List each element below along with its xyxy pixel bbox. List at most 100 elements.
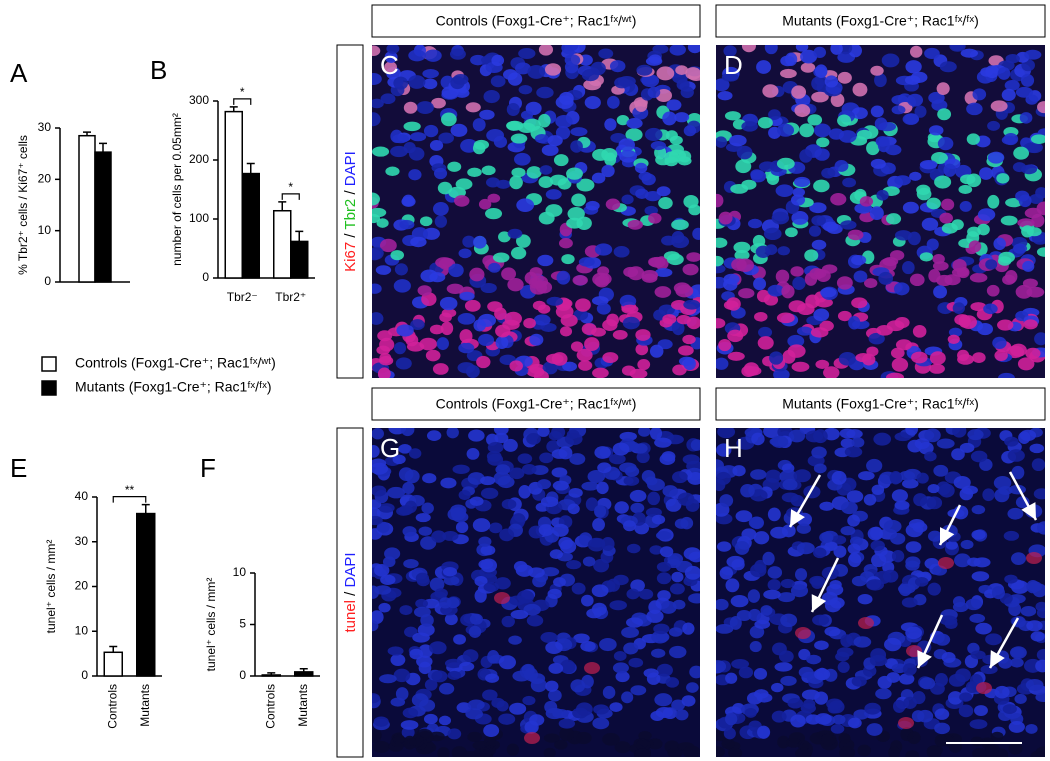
nucleus [831, 470, 847, 485]
nucleus [757, 725, 771, 739]
error-bar [99, 142, 107, 153]
nucleus [538, 113, 551, 128]
nucleus [814, 691, 829, 705]
nucleus [741, 121, 758, 132]
nucleus [787, 334, 805, 348]
nucleus [480, 545, 496, 556]
nucleus [473, 319, 486, 332]
nucleus [609, 600, 627, 611]
tunel-spot [858, 617, 874, 629]
nucleus [785, 227, 798, 238]
nucleus [716, 237, 728, 248]
nucleus [836, 276, 853, 290]
nucleus [664, 740, 680, 754]
nucleus [612, 662, 629, 674]
nucleus [723, 727, 736, 740]
nucleus [551, 467, 568, 478]
nucleus [815, 359, 830, 369]
nucleus [1020, 605, 1037, 617]
nucleus [426, 430, 442, 441]
nucleus [638, 730, 652, 741]
nucleus [518, 84, 533, 95]
nucleus [657, 590, 671, 601]
nucleus [671, 321, 685, 336]
nucleus [480, 476, 496, 486]
nucleus [813, 123, 831, 138]
nucleus [951, 219, 964, 231]
nucleus [777, 735, 790, 749]
significance-label: * [288, 180, 293, 194]
nucleus [614, 501, 629, 514]
nucleus [793, 469, 811, 483]
nucleus [613, 650, 627, 661]
nucleus [612, 329, 628, 340]
nucleus [636, 738, 651, 752]
nucleus [902, 261, 915, 275]
nucleus [952, 302, 965, 314]
nucleus [885, 213, 902, 225]
nucleus [853, 709, 870, 720]
nucleus [764, 45, 778, 55]
nucleus [824, 599, 842, 613]
nucleus [681, 695, 696, 707]
nucleus [1004, 574, 1018, 584]
legend-swatch [41, 356, 57, 372]
nucleus [805, 714, 821, 725]
nucleus [478, 198, 492, 210]
nucleus [650, 648, 666, 658]
nucleus [968, 240, 982, 253]
nucleus [1019, 112, 1033, 124]
nucleus [633, 443, 648, 454]
nucleus [725, 578, 740, 593]
nucleus [520, 110, 533, 120]
nucleus [372, 445, 380, 458]
nucleus [378, 602, 391, 613]
nucleus [523, 318, 536, 329]
nucleus [851, 437, 865, 448]
stain-part: / [342, 186, 359, 199]
nucleus [455, 178, 473, 190]
nucleus [523, 667, 538, 682]
nucleus [393, 279, 411, 293]
nucleus [974, 705, 988, 716]
nucleus [431, 97, 446, 109]
arrow-head [790, 509, 805, 527]
nucleus [878, 271, 894, 285]
nucleus [837, 310, 852, 322]
nucleus [665, 677, 680, 688]
nucleus [526, 614, 544, 627]
bar [241, 172, 260, 279]
nucleus [840, 220, 857, 230]
nucleus [747, 218, 763, 229]
nucleus [385, 166, 400, 177]
nucleus [638, 588, 654, 600]
nucleus [907, 93, 924, 107]
nucleus [372, 462, 389, 475]
nucleus [1026, 579, 1040, 594]
nucleus [558, 718, 576, 729]
nucleus [927, 484, 940, 494]
nucleus [740, 484, 755, 498]
nucleus [630, 685, 647, 696]
nucleus [602, 685, 616, 699]
nucleus [576, 348, 593, 362]
nucleus [448, 263, 464, 278]
nucleus [682, 622, 695, 635]
nucleus [656, 663, 673, 677]
nucleus [841, 501, 858, 515]
nucleus [566, 560, 582, 570]
nucleus [447, 670, 462, 681]
header-box [715, 387, 1046, 421]
nucleus [669, 645, 687, 659]
panel-letter: G [380, 433, 400, 463]
nucleus [424, 678, 438, 691]
y-tick-label: 0 [239, 668, 246, 682]
nucleus [727, 351, 745, 361]
nucleus [655, 530, 672, 540]
nucleus [587, 538, 606, 552]
nucleus [771, 211, 790, 225]
nucleus [509, 175, 523, 190]
nucleus [1011, 465, 1025, 480]
nucleus [485, 673, 500, 683]
nucleus [637, 358, 651, 371]
